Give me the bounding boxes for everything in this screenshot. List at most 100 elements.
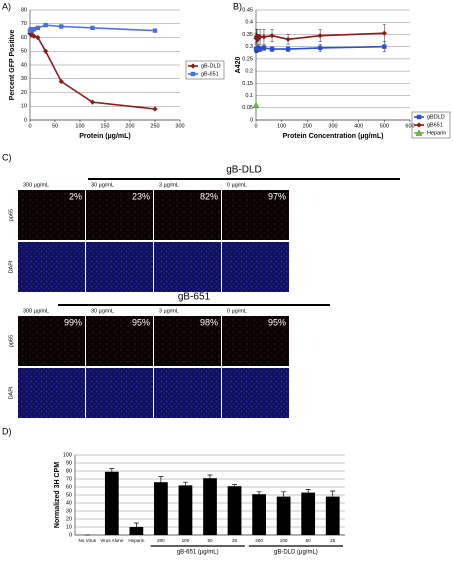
marker — [317, 33, 323, 39]
error-bar — [256, 491, 262, 495]
marker — [43, 48, 49, 54]
y-tick-label: 70 — [21, 21, 27, 27]
bar — [227, 486, 242, 535]
y-axis-label: A420 — [235, 57, 242, 74]
x-tick-label: 150 — [100, 123, 109, 129]
dapi-image — [222, 242, 289, 292]
concentration-label: 0 µg/mL — [227, 182, 247, 188]
dapi-image — [86, 242, 153, 292]
x-axis-label: Protein Concentration (µg/mL) — [283, 133, 384, 140]
row-label: DAPI — [8, 260, 14, 273]
group-label: gB-651 (µg/mL) — [177, 550, 219, 556]
marker — [35, 34, 41, 41]
panel-label: B) — [233, 1, 242, 11]
marker — [252, 101, 260, 109]
y-tick-label: 40 — [66, 500, 72, 506]
y-tick-label: 0.3 — [245, 44, 253, 50]
concentration-label: 3 µg/mL — [159, 182, 179, 188]
y-tick-label: 80 — [66, 468, 72, 474]
legend-marker — [416, 114, 422, 120]
x-tick-label: 200 — [303, 123, 312, 129]
panel-label: C) — [2, 152, 12, 162]
concentration-label: 3 µg/mL — [159, 308, 179, 314]
dapi-image — [222, 368, 289, 418]
x-tick-label: 300 — [328, 123, 337, 129]
x-tick-label: Heparin — [128, 538, 145, 543]
percentage-label: 99% — [64, 317, 82, 327]
pp65-image — [86, 316, 153, 366]
x-tick-label: 500 — [380, 123, 389, 129]
error-bar — [182, 481, 188, 486]
marker — [152, 28, 158, 33]
marker — [89, 99, 96, 105]
legend-marker — [190, 63, 196, 69]
legend-label: Heparin — [427, 130, 446, 136]
y-tick-label: 80 — [21, 7, 27, 13]
percentage-label: 82% — [200, 191, 218, 201]
y-axis-label: Percent GFP Positive — [9, 30, 16, 101]
group-title: gB-651 — [178, 292, 211, 303]
x-axis-label: Protein (µg/mL) — [79, 133, 130, 140]
y-tick-label: 100 — [63, 452, 72, 458]
error-bar — [232, 484, 238, 487]
x-tick-label: No Virus — [78, 538, 96, 543]
percentage-label: 97% — [268, 191, 286, 201]
y-tick-label: 20 — [21, 90, 27, 96]
x-tick-label: 25 — [330, 538, 336, 543]
x-tick-label: 0 — [28, 123, 31, 129]
bar — [154, 482, 168, 535]
error-bar — [109, 468, 115, 472]
x-tick-label: 600 — [405, 123, 414, 129]
dapi-image — [18, 242, 85, 292]
marker — [285, 46, 291, 52]
panel-label: A) — [2, 1, 11, 11]
x-tick-label: 200 — [157, 538, 165, 543]
row-label: pp65 — [8, 335, 14, 347]
bar — [129, 527, 144, 535]
y-tick-label: 30 — [66, 508, 72, 514]
legend-box — [185, 60, 225, 80]
error-bar — [207, 474, 213, 479]
marker — [58, 78, 64, 85]
marker — [31, 27, 37, 32]
marker — [382, 44, 387, 49]
marker — [90, 25, 95, 31]
y-tick-label: 0.05 — [242, 105, 253, 111]
marker — [257, 46, 263, 52]
x-tick-label: 100 — [280, 538, 288, 543]
marker — [261, 45, 267, 51]
y-tick-label: 0.25 — [242, 56, 253, 62]
x-tick-label: 100 — [75, 123, 84, 129]
y-tick-label: 40 — [21, 62, 27, 68]
x-tick-label: Virus Alone — [100, 538, 124, 543]
error-bar — [281, 491, 287, 497]
group-title: gB-DLD — [226, 165, 262, 176]
marker — [59, 24, 64, 29]
concentration-label: 30 µg/mL — [91, 182, 114, 188]
x-tick-label: 200 — [255, 538, 263, 543]
y-tick-label: 0 — [24, 117, 27, 123]
pp65-image — [18, 316, 85, 366]
concentration-label: 0 µg/mL — [227, 308, 247, 314]
concentration-label: 30 µg/mL — [91, 308, 114, 314]
percentage-label: 95% — [132, 317, 150, 327]
marker — [269, 46, 275, 52]
concentration-label: 300 µg/mL — [23, 308, 49, 314]
x-tick-label: 0 — [254, 123, 257, 129]
marker — [31, 33, 37, 39]
y-tick-label: 0.1 — [245, 93, 253, 99]
row-label: pp65 — [8, 209, 14, 221]
series-line — [29, 32, 156, 110]
y-tick-label: 0 — [69, 532, 72, 538]
y-tick-label: 70 — [66, 476, 72, 482]
x-tick-label: 50 — [207, 538, 213, 543]
marker — [261, 34, 267, 40]
dapi-image — [154, 368, 221, 418]
percentage-label: 95% — [268, 317, 286, 327]
pp65-image — [154, 316, 221, 366]
legend-box — [411, 111, 451, 139]
marker — [317, 45, 323, 51]
x-tick-label: 250 — [150, 123, 159, 129]
error-bar — [133, 522, 139, 527]
